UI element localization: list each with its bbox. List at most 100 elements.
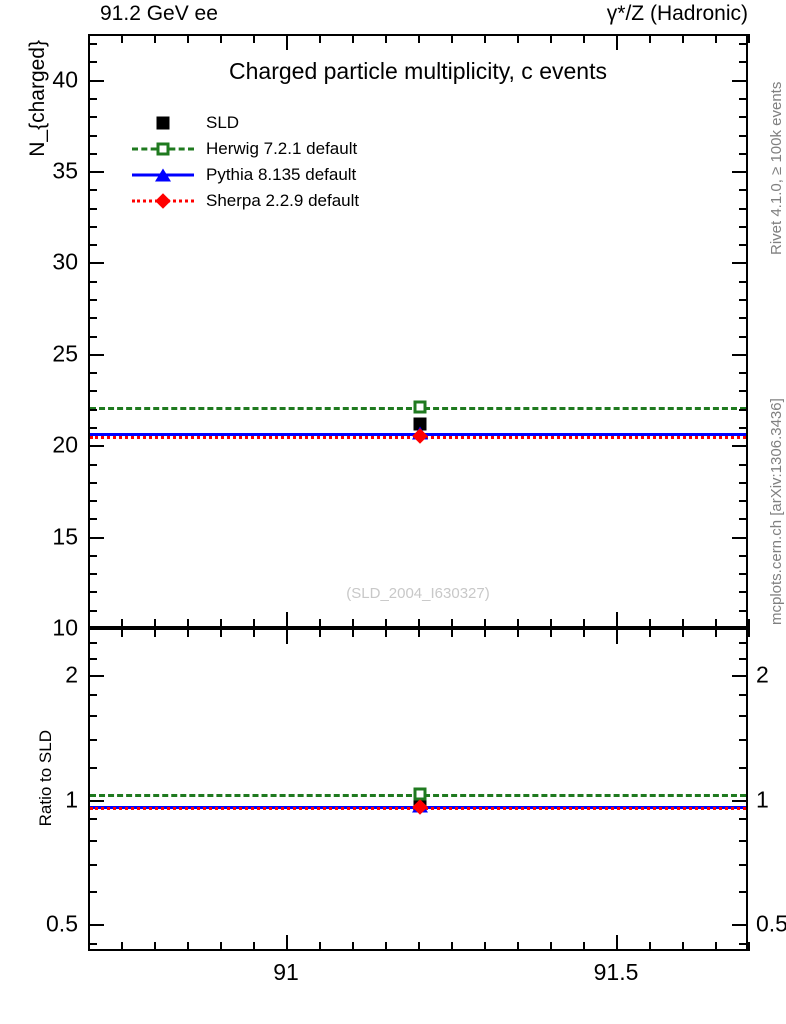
axis-tick [517,34,519,43]
legend-item-pythia[interactable]: Pythia 8.135 default [132,162,359,188]
axis-tick [187,34,189,43]
axis-tick [88,335,97,338]
axis-tick [319,619,321,628]
axis-tick [484,628,486,637]
axis-tick [418,34,420,43]
ytick-label: 20 [52,431,78,458]
ytick-label: 35 [52,157,78,184]
legend-label-pythia: Pythia 8.135 default [206,165,357,184]
axis-tick [88,536,104,539]
axis-tick [739,225,748,228]
axis-tick [385,34,387,43]
axis-tick [739,97,748,100]
axis-tick [649,34,651,43]
axis-tick [286,612,288,628]
ytick-label: 30 [52,248,78,275]
axis-tick [583,619,585,628]
beam-energy-label: 91.2 GeV ee [100,2,218,25]
axis-tick [682,628,684,637]
axis-tick [739,591,748,594]
axis-tick [352,619,354,628]
axis-tick [88,500,97,503]
axis-tick [682,942,684,951]
legend-key-sherpa [132,190,194,212]
axis-tick [154,942,156,951]
axis-tick [715,619,717,628]
axis-tick [88,426,97,429]
axis-tick [739,518,748,521]
axis-tick [88,116,97,119]
legend-item-sld[interactable]: SLD [132,110,359,136]
axis-tick [732,799,748,802]
axis-tick [187,942,189,951]
legend-label-sld: SLD [206,113,240,132]
axis-tick [88,518,97,521]
axis-tick [451,942,453,951]
axis-tick [220,628,222,637]
ratio-ytick-label-right: 0.5 [756,910,786,937]
diamond-icon [155,193,171,209]
axis-tick [385,942,387,951]
axis-tick [739,207,748,210]
axis-tick [154,34,156,43]
axis-tick [286,628,288,644]
axis-tick [649,942,651,951]
analysis-id-watermark: (SLD_2004_I630327) [346,585,490,602]
axis-tick [451,619,453,628]
axis-tick [121,619,123,628]
ratio-ytick-label-right: 2 [756,661,769,688]
axis-tick [88,481,97,484]
axis-tick [88,694,97,696]
axis-tick [739,609,748,612]
axis-tick [739,554,748,557]
axis-tick [88,715,97,718]
axis-tick [253,942,255,951]
axis-tick [88,353,104,356]
legend-label-sherpa: Sherpa 2.2.9 default [206,191,360,210]
axis-tick [583,34,585,43]
axis-tick [187,619,189,628]
axis-tick [88,262,104,265]
ytick-label: 40 [52,66,78,93]
axis-tick [88,390,97,393]
axis-tick [286,34,288,50]
axis-tick [88,891,97,894]
mcplots-reference-note: mcplots.cern.ch [arXiv:1306.3436] [768,398,785,625]
axis-tick [739,189,748,192]
axis-tick [187,628,189,637]
axis-tick [649,628,651,637]
axis-tick [154,628,156,637]
axis-tick [732,675,748,678]
legend-item-sherpa[interactable]: Sherpa 2.2.9 default [132,188,359,214]
axis-tick [739,642,748,645]
axis-tick [682,34,684,43]
axis-tick [88,554,97,557]
axis-tick [739,715,748,718]
axis-tick [739,766,748,769]
xtick-label: 91 [273,959,299,985]
axis-tick [732,628,748,630]
legend-key-herwig [132,138,194,160]
axis-tick [732,353,748,356]
axis-tick [616,34,618,50]
ratio-ytick-label: 2 [65,661,78,688]
axis-tick [682,619,684,628]
axis-tick [418,628,420,637]
ratio-ytick-label: 1 [65,786,78,812]
axis-tick [739,299,748,301]
axis-tick [88,225,97,228]
axis-tick [88,628,104,630]
axis-tick [739,317,748,320]
axis-tick [739,280,748,283]
axis-tick [739,839,748,842]
axis-tick [739,244,748,247]
axis-tick [739,43,748,46]
process-label: γ*/Z (Hadronic) [606,2,748,25]
axis-tick [732,262,748,265]
axis-tick [88,818,97,821]
axis-tick [88,171,104,174]
axis-tick [739,739,748,742]
axis-tick [550,628,552,637]
legend-item-herwig[interactable]: Herwig 7.2.1 default [132,136,359,162]
axis-tick [121,942,123,951]
